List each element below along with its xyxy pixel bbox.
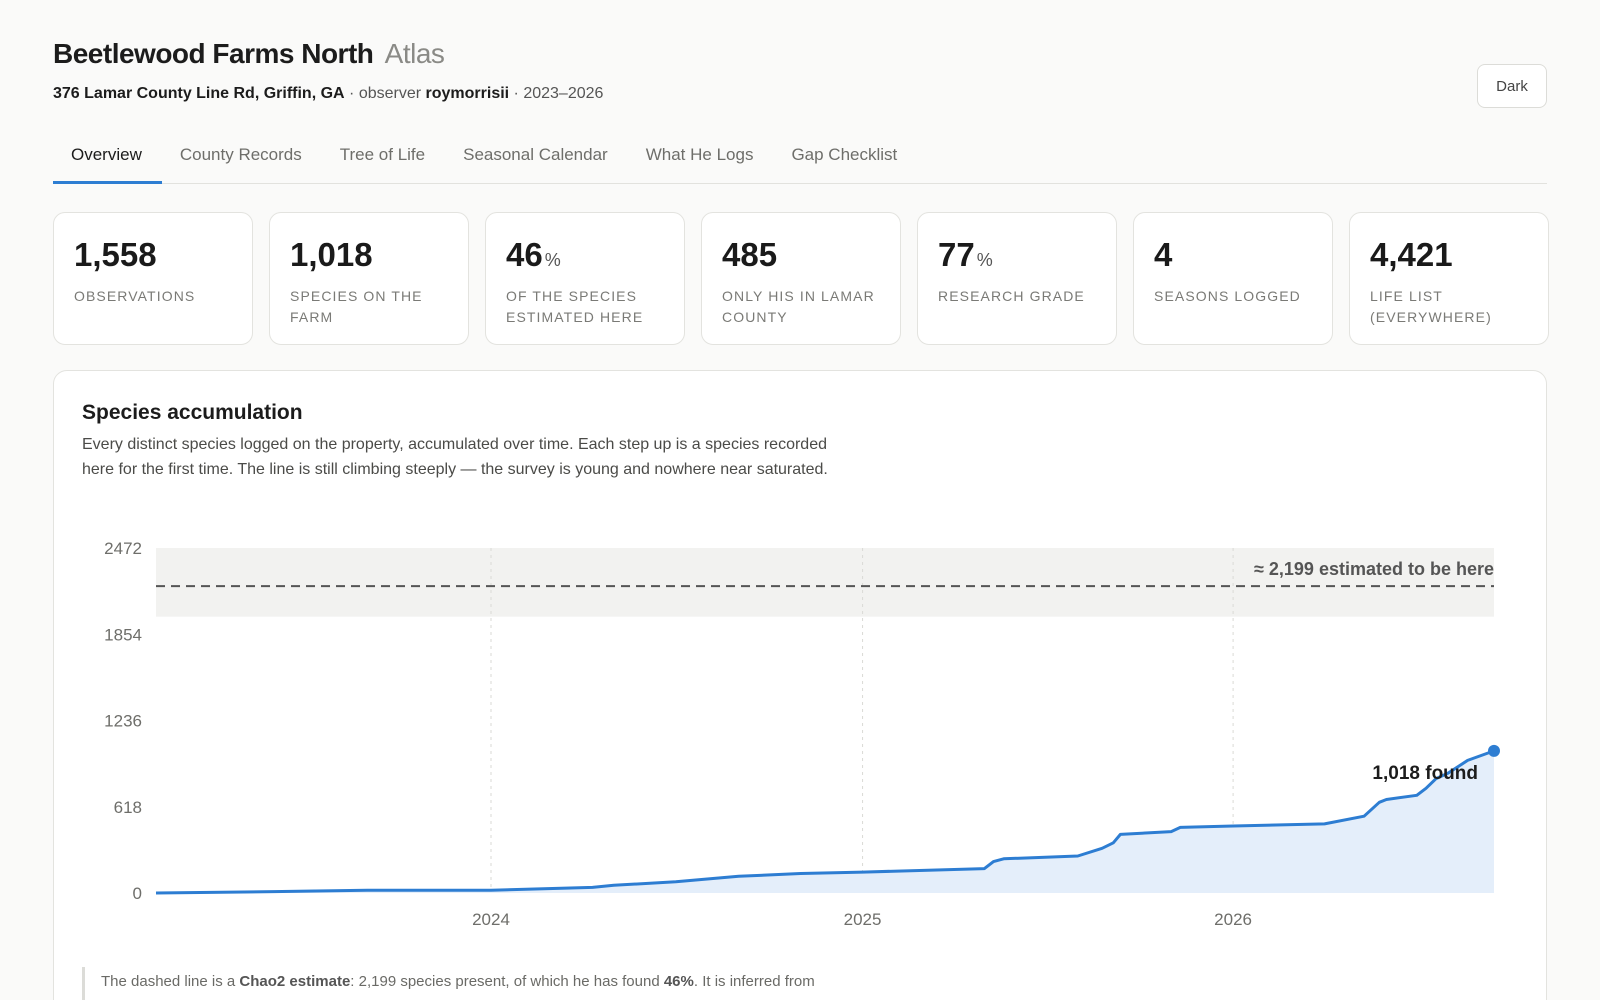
stat-number: 4,421: [1370, 236, 1453, 273]
address: 376 Lamar County Line Rd, Griffin, GA: [53, 85, 345, 102]
stat-card-observations: 1,558 Observations: [53, 212, 253, 345]
accumulation-chart: ≈ 2,199 estimated to be here 0 618 1236 185…: [104, 539, 1500, 929]
stat-value: 77%: [938, 235, 1096, 280]
stat-label: Only his in Lamar County: [722, 288, 875, 325]
y-tick-label: 1854: [104, 625, 142, 644]
site-name: Beetlewood Farms North: [53, 38, 374, 69]
tab-bar: Overview County Records Tree of Life Sea…: [53, 132, 1547, 184]
x-tick-label: 2025: [844, 910, 882, 929]
footnote-bold-1: Chao2 estimate: [239, 973, 351, 990]
stat-label: Seasons logged: [1154, 288, 1301, 304]
observer-name: roymorrisii: [425, 85, 510, 102]
x-tick-label: 2024: [472, 910, 510, 929]
stat-number: 1,558: [74, 236, 157, 273]
estimate-label: ≈ 2,199 estimated to be here: [1254, 559, 1494, 579]
tab-overview[interactable]: Overview: [53, 132, 162, 184]
dark-mode-button[interactable]: Dark: [1477, 64, 1547, 108]
stat-number: 4: [1154, 236, 1173, 273]
tab-seasonal-calendar[interactable]: Seasonal Calendar: [463, 145, 608, 164]
stat-card-seasons: 4 Seasons logged: [1133, 212, 1333, 345]
page-title: Beetlewood Farms North Atlas: [53, 38, 445, 70]
tab-gap-checklist[interactable]: Gap Checklist: [791, 145, 898, 164]
accumulation-card: Species accumulation Every distinct spec…: [53, 370, 1547, 1000]
stat-value: 4,421: [1370, 235, 1528, 280]
stat-number: 485: [722, 236, 778, 273]
chart-footnote: The dashed line is a Chao2 estimate: 2,1…: [82, 967, 815, 1000]
card-description: Every distinct species logged on the pro…: [82, 436, 828, 478]
accumulation-area: [156, 750, 1494, 893]
footnote-bold-2: 46%: [663, 973, 694, 990]
stat-number: 1,018: [290, 236, 373, 273]
y-tick-label: 0: [133, 884, 142, 903]
stat-label: Of the species estimated here: [506, 288, 644, 325]
stat-card-research-grade: 77% Research grade: [917, 212, 1117, 345]
stat-label: Observations: [74, 288, 196, 304]
stat-value: 1,018: [290, 235, 448, 280]
footnote-text-3: . It is inferred from: [693, 973, 815, 990]
y-tick-label: 1236: [104, 712, 142, 731]
stat-value: 4: [1154, 235, 1312, 280]
estimate-band: [156, 548, 1494, 617]
stat-number: 77: [938, 236, 975, 273]
y-axis-ticks: 0 618 1236 1854 2472: [104, 539, 142, 903]
x-axis-ticks: 2024 2025 2026: [472, 910, 1252, 929]
card-title: Species accumulation: [82, 401, 303, 424]
stat-cards: 1,558 Observations 1,018 Species on the …: [53, 212, 1549, 345]
stat-number: 46: [506, 236, 543, 273]
current-count-marker: [1488, 744, 1500, 757]
stat-label: Research grade: [938, 288, 1085, 304]
x-tick-label: 2026: [1214, 910, 1252, 929]
tab-tree-of-life[interactable]: Tree of Life: [339, 145, 426, 164]
stat-card-county-only: 485 Only his in Lamar County: [701, 212, 901, 345]
stat-card-estimated-share: 46% Of the species estimated here: [485, 212, 685, 345]
stat-value: 1,558: [74, 235, 232, 280]
y-tick-label: 618: [114, 798, 142, 817]
stat-unit: %: [544, 250, 561, 270]
year-range: · 2023–2026: [509, 85, 604, 102]
title-suffix: Atlas: [384, 38, 445, 69]
stat-value: 485: [722, 235, 880, 280]
footnote-text-1: The dashed line is a: [101, 973, 240, 990]
site-subtitle: 376 Lamar County Line Rd, Griffin, GA · …: [53, 85, 603, 103]
stat-card-life-list: 4,421 Life list (everywhere): [1349, 212, 1549, 345]
footnote-text-2: : 2,199 species present, of which he has…: [350, 973, 664, 990]
y-tick-label: 2472: [104, 539, 142, 558]
stat-label: Species on the farm: [290, 288, 423, 325]
stat-unit: %: [976, 250, 993, 270]
stat-label: Life list (everywhere): [1370, 288, 1492, 325]
stat-card-species: 1,018 Species on the farm: [269, 212, 469, 345]
observer-prefix: · observer: [344, 85, 426, 102]
tab-what-he-logs[interactable]: What He Logs: [645, 145, 754, 164]
current-count-label: 1,018 found: [1372, 763, 1478, 784]
stat-value: 46%: [506, 235, 664, 280]
tab-county-records[interactable]: County Records: [179, 145, 302, 164]
accumulation-line: [155, 749, 1495, 895]
